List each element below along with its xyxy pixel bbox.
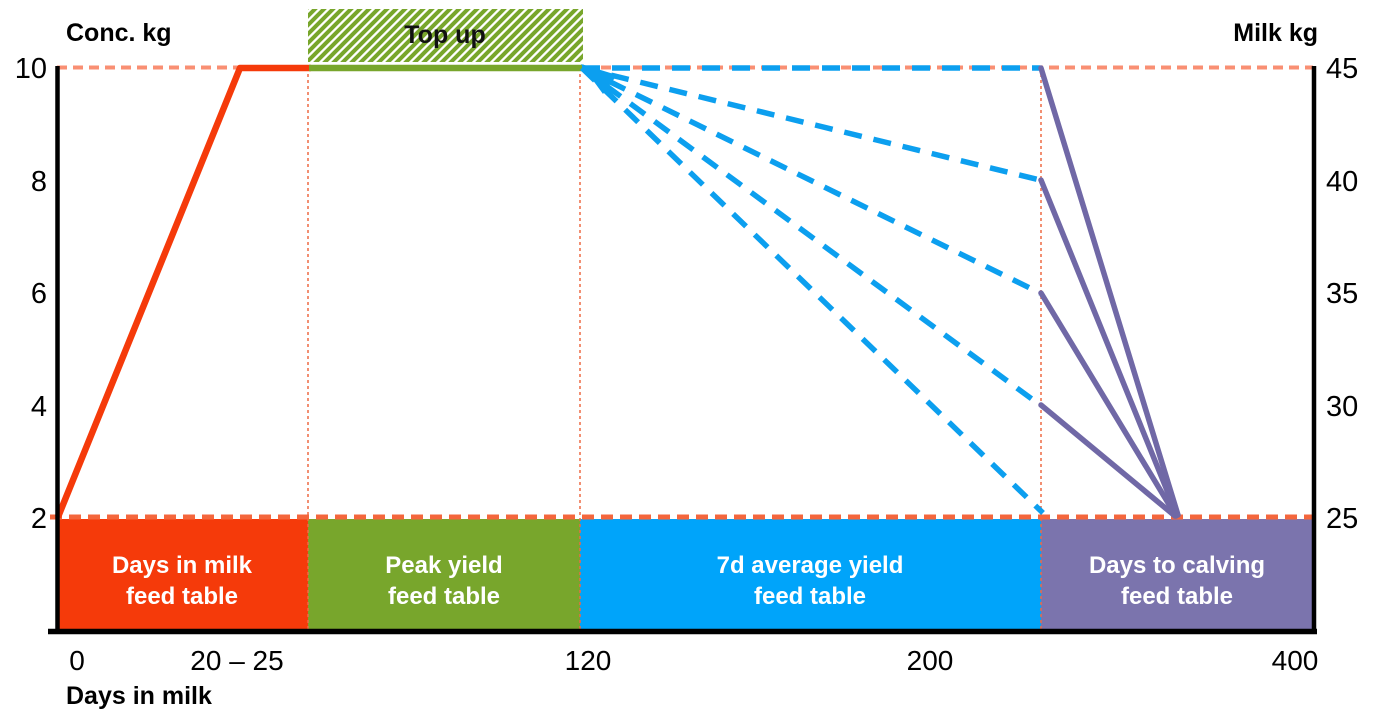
- right-tick-45: 45: [1326, 53, 1358, 85]
- series-yield-scenario-fan: [580, 65, 1045, 515]
- band-days-in-milk-label-2: feed table: [126, 583, 238, 610]
- right-tick-30: 30: [1326, 391, 1358, 423]
- fan-line-30kg: [580, 65, 1042, 408]
- fan-line-25kg: [580, 66, 1045, 515]
- series-calving-taper: [1038, 65, 1181, 519]
- band-peak-yield-label-1: Peak yield: [385, 552, 502, 579]
- band-days-to-calving: [1041, 519, 1313, 629]
- band-days-to-calving-label-1: Days to calving: [1089, 552, 1265, 579]
- left-axis-title: Conc. kg: [66, 19, 172, 47]
- band-7d-average-yield: [580, 519, 1041, 629]
- x-tick-200: 200: [907, 645, 954, 676]
- right-tick-35: 35: [1326, 278, 1358, 310]
- taper-from-35kg: [1038, 290, 1179, 519]
- left-tick-2: 2: [31, 503, 47, 535]
- right-tick-25: 25: [1326, 503, 1358, 535]
- left-axis-ticks: 10 8 6 4 2: [15, 53, 47, 535]
- taper-from-40kg: [1038, 177, 1180, 518]
- top-up-box: [308, 9, 583, 62]
- taper-from-30kg: [1038, 402, 1178, 519]
- x-tick-400: 400: [1272, 645, 1319, 676]
- x-tick-20-25: 20 – 25: [190, 645, 283, 676]
- band-7d-average-label-2: feed table: [754, 583, 866, 610]
- x-tick-0: 0: [69, 645, 85, 676]
- fan-origin-wedge: [581, 64, 617, 94]
- left-tick-10: 10: [15, 53, 47, 85]
- left-tick-6: 6: [31, 278, 47, 310]
- left-tick-4: 4: [31, 391, 47, 423]
- x-axis-ticks: 0 20 – 25 120 200 400: [69, 645, 1318, 676]
- series-days-in-milk-ramp: [54, 64, 311, 519]
- right-axis-ticks: 45 40 35 30 25: [1326, 53, 1358, 535]
- vertical-guide-lines: [307, 68, 1042, 630]
- taper-from-45kg: [1038, 65, 1181, 518]
- right-axis-title: Milk kg: [1233, 19, 1318, 47]
- band-days-to-calving-label-2: feed table: [1121, 583, 1233, 610]
- phase-band-labels: Days in milk feed table Peak yield feed …: [112, 552, 1265, 610]
- band-peak-yield-label-2: feed table: [388, 583, 500, 610]
- x-axis-title: Days in milk: [66, 682, 212, 710]
- x-tick-120: 120: [565, 645, 612, 676]
- band-days-in-milk-label-1: Days in milk: [112, 552, 253, 579]
- left-tick-8: 8: [31, 166, 47, 198]
- top-up-label: Top up: [404, 21, 485, 49]
- band-peak-yield: [308, 519, 580, 629]
- right-tick-40: 40: [1326, 166, 1358, 198]
- fan-line-35kg: [580, 65, 1042, 296]
- band-7d-average-label-1: 7d average yield: [717, 552, 904, 579]
- fan-line-40kg: [581, 65, 1041, 183]
- band-days-in-milk: [57, 519, 308, 629]
- phase-bands: [57, 519, 1313, 629]
